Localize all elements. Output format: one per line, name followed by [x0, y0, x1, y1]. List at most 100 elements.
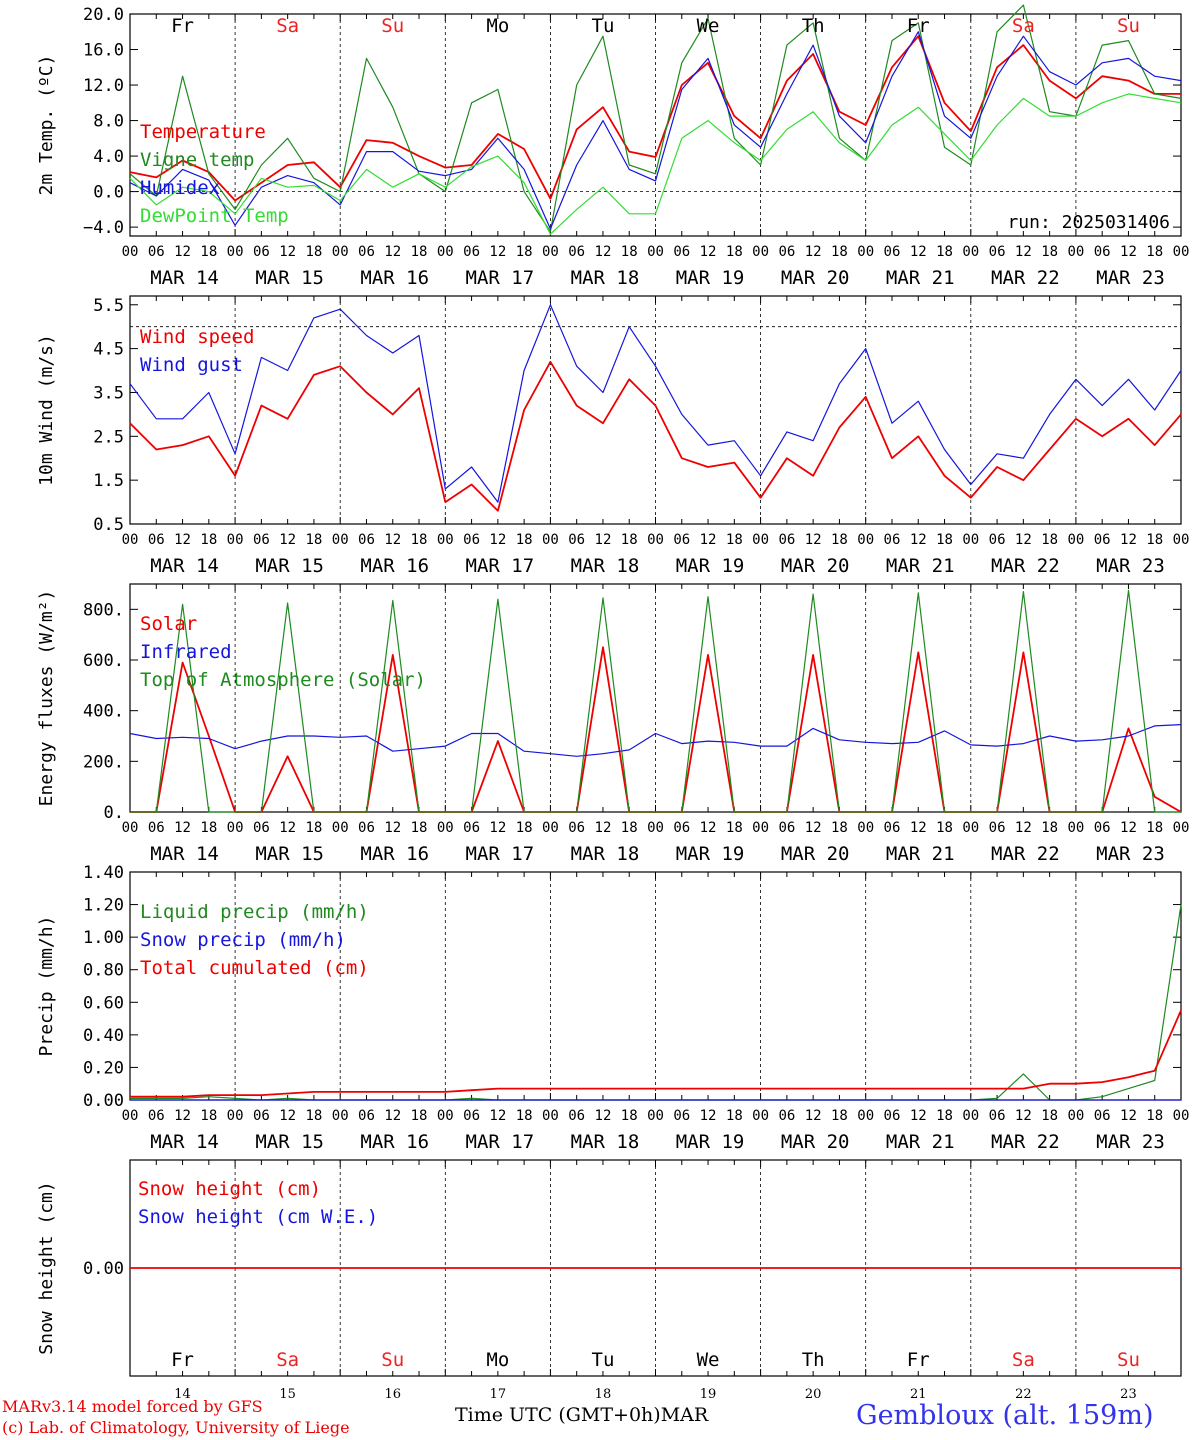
- hour-tick-label: 18: [1041, 532, 1058, 548]
- hour-tick-label: 06: [253, 1108, 270, 1124]
- date-label: MAR 20: [781, 843, 850, 865]
- hour-tick-label: 06: [1094, 820, 1111, 836]
- hour-tick-label: 06: [358, 820, 375, 836]
- date-label: MAR 17: [466, 555, 535, 577]
- day-name: Su: [381, 1349, 404, 1371]
- day-name: Sa: [276, 15, 299, 37]
- hour-tick-label: 12: [1120, 244, 1137, 260]
- hour-tick-label: 00: [647, 532, 664, 548]
- hour-tick-label: 00: [332, 244, 349, 260]
- day-name: Th: [802, 15, 825, 37]
- day-name: Fr: [171, 1349, 194, 1371]
- hour-tick-label: 12: [1015, 244, 1032, 260]
- date-label: MAR 16: [360, 555, 429, 577]
- hour-tick-label: 00: [857, 820, 874, 836]
- hour-tick-label: 18: [831, 1108, 848, 1124]
- day-name: Fr: [907, 1349, 930, 1371]
- day-number: 18: [595, 1387, 612, 1402]
- y-tick-label: 600.: [83, 651, 124, 671]
- date-label: MAR 14: [150, 843, 219, 865]
- hour-tick-label: 06: [253, 820, 270, 836]
- date-label: MAR 19: [676, 1131, 745, 1153]
- hour-tick-label: 18: [1146, 532, 1163, 548]
- hour-tick-label: 12: [174, 244, 191, 260]
- hour-tick-label: 06: [989, 532, 1006, 548]
- hour-tick-label: 00: [227, 820, 244, 836]
- hour-tick-label: 12: [279, 244, 296, 260]
- hour-tick-label: 00: [962, 820, 979, 836]
- day-number: 15: [279, 1387, 296, 1402]
- date-label: MAR 18: [571, 267, 640, 289]
- y-tick-label: 0.80: [83, 961, 124, 981]
- hour-tick-label: 06: [778, 532, 795, 548]
- hour-tick-label: 06: [673, 244, 690, 260]
- hour-tick-label: 12: [595, 820, 612, 836]
- hour-tick-label: 06: [358, 532, 375, 548]
- date-label: MAR 22: [991, 267, 1060, 289]
- hour-tick-label: 06: [778, 244, 795, 260]
- date-label: MAR 22: [991, 843, 1060, 865]
- hour-tick-label: 00: [437, 1108, 454, 1124]
- hour-tick-label: 12: [910, 1108, 927, 1124]
- hour-tick-label: 18: [831, 532, 848, 548]
- hour-tick-label: 00: [227, 244, 244, 260]
- hour-tick-label: 18: [936, 820, 953, 836]
- hour-tick-label: 00: [962, 1108, 979, 1124]
- hour-tick-label: 18: [621, 244, 638, 260]
- hour-tick-label: 00: [227, 1108, 244, 1124]
- date-label: MAR 16: [360, 843, 429, 865]
- hour-tick-label: 12: [1015, 532, 1032, 548]
- date-label: MAR 18: [571, 843, 640, 865]
- station-name: Gembloux (alt. 159m): [856, 1400, 1154, 1431]
- hour-tick-label: 06: [463, 1108, 480, 1124]
- hour-tick-label: 18: [516, 532, 533, 548]
- hour-tick-label: 00: [1173, 532, 1190, 548]
- hour-tick-label: 06: [148, 532, 165, 548]
- x-axis-title: Time UTC (GMT+0h): [455, 1404, 661, 1426]
- hour-tick-label: 00: [122, 244, 139, 260]
- hour-tick-label: 00: [1067, 532, 1084, 548]
- hour-tick-label: 06: [148, 244, 165, 260]
- legend-entry: Snow precip (mm/h): [140, 929, 346, 951]
- date-label: MAR 19: [676, 843, 745, 865]
- hour-tick-label: 12: [1015, 820, 1032, 836]
- date-label: MAR 20: [781, 1131, 850, 1153]
- y-tick-label: −4.0: [83, 218, 124, 238]
- hour-tick-label: 18: [305, 244, 322, 260]
- date-label: MAR 18: [571, 555, 640, 577]
- date-label: MAR 23: [1096, 267, 1165, 289]
- hour-tick-label: 18: [621, 1108, 638, 1124]
- hour-tick-label: 12: [279, 532, 296, 548]
- hour-tick-label: 00: [122, 1108, 139, 1124]
- hour-tick-label: 18: [516, 820, 533, 836]
- date-label: MAR 14: [150, 1131, 219, 1153]
- hour-tick-label: 00: [437, 820, 454, 836]
- hour-tick-label: 06: [358, 244, 375, 260]
- day-name: Mo: [486, 15, 509, 37]
- hour-tick-label: 00: [542, 820, 559, 836]
- day-number: 21: [910, 1387, 927, 1402]
- day-name: Fr: [907, 15, 930, 37]
- hour-tick-label: 12: [595, 532, 612, 548]
- hour-tick-label: 18: [200, 1108, 217, 1124]
- date-label: MAR 22: [991, 1131, 1060, 1153]
- day-name: Th: [802, 1349, 825, 1371]
- legend-entry: Snow height (cm W.E.): [138, 1206, 378, 1228]
- day-name: Sa: [1012, 15, 1035, 37]
- hour-tick-label: 06: [463, 820, 480, 836]
- legend-entry: Temperature: [140, 121, 266, 143]
- date-label: MAR 18: [571, 1131, 640, 1153]
- hour-tick-label: 00: [122, 820, 139, 836]
- hour-tick-label: 06: [884, 244, 901, 260]
- day-number: 16: [384, 1387, 401, 1402]
- hour-tick-label: 18: [1041, 244, 1058, 260]
- hour-tick-label: 00: [1067, 820, 1084, 836]
- date-label: MAR 15: [255, 267, 324, 289]
- hour-tick-label: 00: [752, 532, 769, 548]
- hour-tick-label: 00: [752, 244, 769, 260]
- y-axis-label: Precip (mm/h): [36, 916, 57, 1057]
- hour-tick-label: 06: [673, 532, 690, 548]
- hour-tick-label: 00: [647, 820, 664, 836]
- y-tick-label: 20.0: [83, 5, 124, 25]
- hour-tick-label: 06: [778, 820, 795, 836]
